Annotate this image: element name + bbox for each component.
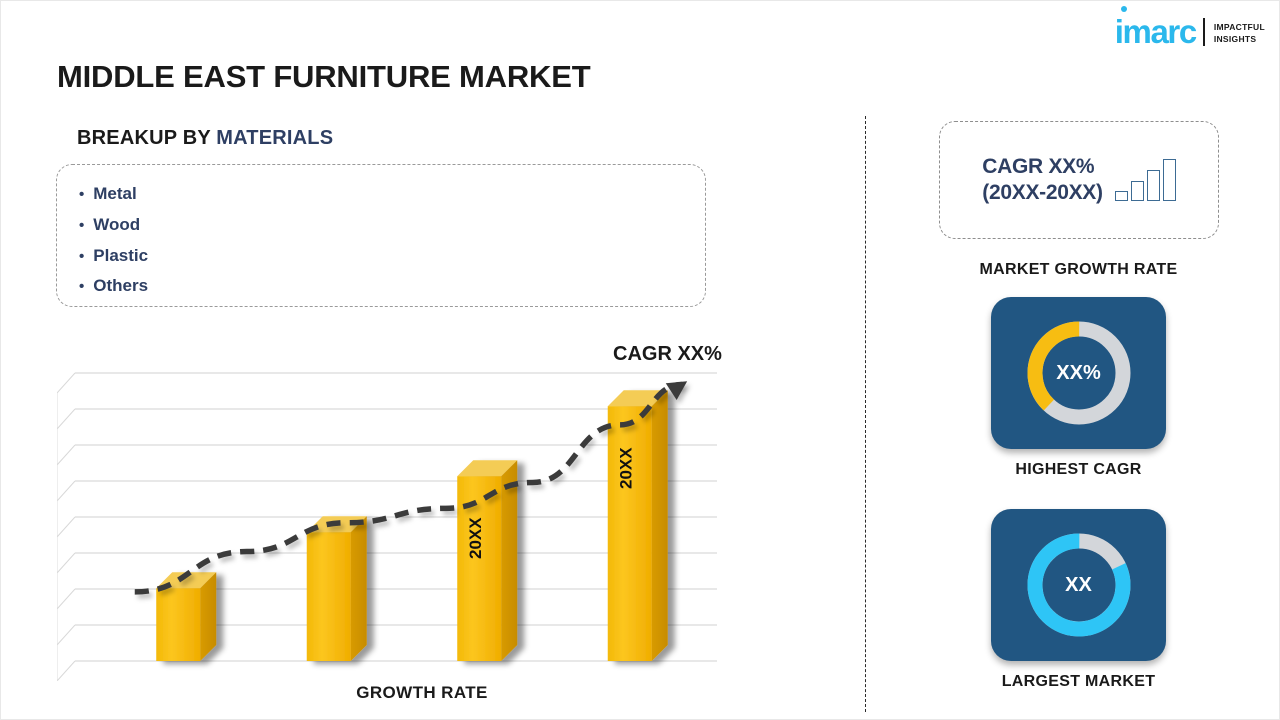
bar-chart-icon xyxy=(1114,159,1176,201)
largest-market-label: LARGEST MARKET xyxy=(1001,673,1156,690)
logo-wordmark: imarc xyxy=(1114,6,1197,50)
cagr-card-line1: CAGR XX% xyxy=(982,155,1095,179)
bullet-icon: • xyxy=(79,186,85,203)
bar-year-label: 20XX xyxy=(466,517,485,559)
chart-x-axis-label: GROWTH RATE xyxy=(356,683,488,702)
logo-tagline-line2: INSIGHTS xyxy=(1213,33,1257,44)
donut-svg-2 xyxy=(1027,533,1130,637)
chart-bar xyxy=(306,516,367,661)
growth-rate-bar-chart: 20XX 20XX CAGR XX% GROWTH RATE xyxy=(57,331,757,711)
largest-market-card: XX xyxy=(991,509,1166,661)
largest-market-donut: XX xyxy=(1019,525,1139,645)
list-item: • Wood xyxy=(79,210,705,241)
imarc-logo: imarc IMPACTFUL INSIGHTS xyxy=(1114,6,1265,50)
materials-list-box: • Metal • Wood • Plastic • Others xyxy=(56,164,706,307)
largest-market-value: XX xyxy=(1065,573,1092,596)
bullet-icon: • xyxy=(79,278,85,296)
logo-divider xyxy=(1202,18,1205,46)
bar-year-label: 20XX xyxy=(617,447,636,489)
cagr-card-text: CAGR XX% (20XX-20XX) xyxy=(982,154,1103,205)
chart-canvas: 20XX 20XX xyxy=(57,372,717,681)
bullet-icon: • xyxy=(79,247,85,265)
market-growth-rate-card: CAGR XX% (20XX-20XX) xyxy=(939,121,1219,239)
bullet-icon: • xyxy=(79,216,85,234)
market-growth-rate-label: MARKET GROWTH RATE xyxy=(979,261,1178,278)
breakup-heading-accent: MATERIALS xyxy=(216,127,334,149)
list-item: • Metal xyxy=(79,179,705,210)
list-item: • Others xyxy=(79,271,705,302)
chart-bar xyxy=(457,460,518,661)
chart-bar xyxy=(156,572,217,661)
page-title: MIDDLE EAST FURNITURE MARKET xyxy=(57,59,591,94)
logo-dot-icon xyxy=(1120,6,1127,12)
cagr-trend-label: CAGR XX% xyxy=(613,343,722,365)
list-item-label: Wood xyxy=(93,214,141,234)
donut-arc xyxy=(1027,321,1130,425)
chart-bar xyxy=(607,390,668,661)
trend-line xyxy=(134,381,683,595)
highest-cagr-label: HIGHEST CAGR xyxy=(1015,461,1142,478)
donut-svg-1 xyxy=(1027,321,1130,425)
highest-cagr-donut: XX% xyxy=(1019,313,1139,433)
list-item: • Plastic xyxy=(79,241,705,272)
highest-cagr-value: XX% xyxy=(1056,361,1101,384)
list-item-label: Metal xyxy=(93,184,137,203)
breakup-heading: BREAKUP BY MATERIALS xyxy=(77,127,333,150)
logo-word-text: imarc xyxy=(1114,13,1197,50)
logo-tagline-line1: IMPACTFUL xyxy=(1213,22,1265,33)
logo-tagline: IMPACTFUL INSIGHTS xyxy=(1214,22,1265,48)
highest-cagr-card: XX% xyxy=(991,297,1166,449)
list-item-label: Plastic xyxy=(93,245,149,265)
cagr-card-line2: (20XX-20XX) xyxy=(982,181,1103,204)
vertical-divider xyxy=(865,116,866,712)
trend-arrow-head xyxy=(665,381,688,400)
breakup-heading-prefix: BREAKUP BY xyxy=(77,127,217,149)
list-item-label: Others xyxy=(93,276,149,296)
